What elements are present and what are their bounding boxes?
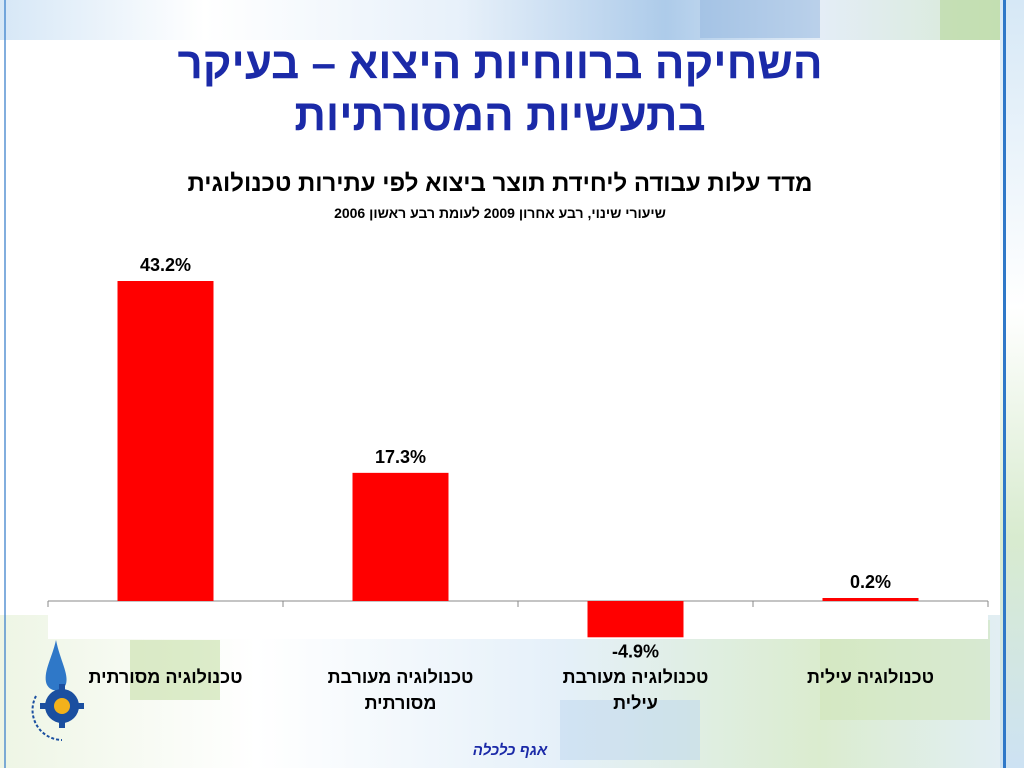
background-decor-square bbox=[560, 700, 700, 760]
x-tick-label: טכנולוגיה מעורבת עילית bbox=[536, 664, 736, 716]
x-tick-label-line: מסורתית bbox=[364, 693, 437, 713]
x-tick-label-line: טכנולוגיה מעורבת bbox=[562, 667, 709, 687]
background-top-band bbox=[0, 0, 1024, 40]
x-tick-label-line: עילית bbox=[613, 693, 658, 713]
footer-department: אגף כלכלה bbox=[472, 742, 548, 759]
bar bbox=[352, 472, 449, 601]
chart-subtitle: שיעורי שינוי, רבע אחרון 2009 לעומת רבע ר… bbox=[334, 205, 666, 221]
chart-title: מדד עלות עבודה ליחידת תוצר ביצוא לפי עתי… bbox=[187, 170, 813, 197]
background-left-line bbox=[4, 0, 6, 768]
background-decor-square bbox=[700, 0, 820, 38]
bar bbox=[117, 281, 214, 601]
x-tick-label: טכנולוגיה מעורבת מסורתית bbox=[301, 664, 501, 716]
slide-title-line-2: בתעשיות המסורתיות bbox=[294, 91, 706, 140]
background-right-line bbox=[1003, 0, 1006, 768]
data-label: 0.2% bbox=[850, 572, 891, 592]
x-tick-label-line: טכנולוגיה מעורבת bbox=[327, 667, 474, 687]
industrialists-association-logo bbox=[31, 640, 84, 741]
data-label: -4.9% bbox=[612, 641, 659, 661]
slide-title: השחיקה ברווחיות היצוא – בעיקר בתעשיות המ… bbox=[60, 38, 940, 142]
background-decor-square bbox=[130, 640, 220, 700]
bar bbox=[587, 601, 684, 638]
x-tick-label-line: טכנולוגיה עילית bbox=[807, 667, 934, 687]
x-tick-label-line: טכנולוגיה מסורתית bbox=[88, 667, 243, 687]
data-label: 43.2% bbox=[140, 255, 191, 275]
background-decor-square bbox=[940, 0, 1010, 40]
x-tick-label: טכנולוגיה מסורתית bbox=[66, 664, 266, 690]
data-label: 17.3% bbox=[375, 447, 426, 467]
slide-title-line-1: השחיקה ברווחיות היצוא – בעיקר bbox=[177, 39, 823, 88]
x-tick-label: טכנולוגיה עילית bbox=[771, 664, 971, 690]
bar bbox=[822, 598, 919, 601]
